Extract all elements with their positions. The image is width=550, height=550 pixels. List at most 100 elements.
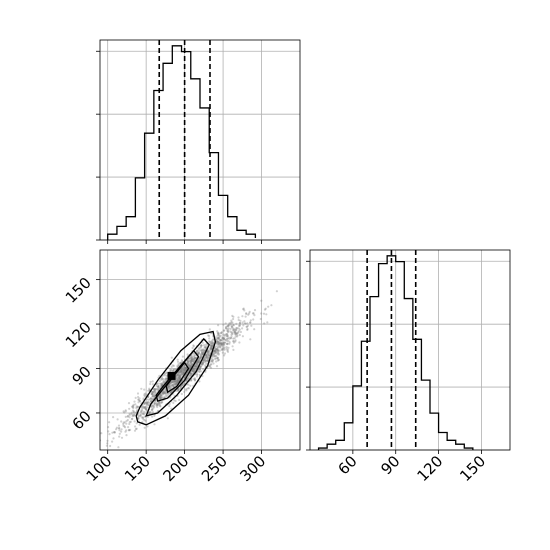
scatter-point — [228, 342, 231, 345]
scatter-point — [214, 348, 217, 351]
scatter-point — [82, 446, 84, 448]
scatter-point — [220, 344, 223, 347]
scatter-point — [229, 323, 232, 326]
scatter-point — [211, 358, 214, 361]
scatter-point — [192, 358, 195, 361]
scatter-point — [229, 327, 232, 330]
scatter-point — [226, 348, 229, 351]
scatter-point — [170, 383, 173, 386]
scatter-point — [205, 354, 208, 357]
scatter-point — [181, 371, 184, 374]
scatter-point — [250, 324, 253, 327]
scatter-point — [154, 391, 158, 395]
scatter-point — [223, 329, 226, 332]
scatter-point — [193, 355, 196, 358]
scatter-point — [211, 344, 214, 348]
scatter-point — [107, 430, 110, 433]
scatter-point — [205, 356, 208, 359]
scatter-point — [192, 360, 195, 363]
scatter-point — [127, 426, 130, 429]
scatter-point — [128, 412, 131, 415]
scatter-point — [232, 324, 235, 327]
scatter-point — [131, 405, 134, 408]
scatter-point — [238, 333, 241, 337]
scatter-point — [141, 416, 145, 419]
scatter-point — [132, 406, 135, 409]
scatter-point — [148, 398, 151, 401]
scatter-point — [180, 384, 183, 387]
scatter-point — [235, 327, 238, 330]
scatter-point — [109, 444, 112, 448]
scatter-point — [199, 365, 202, 368]
scatter-point — [180, 373, 183, 376]
scatter-point — [241, 315, 244, 318]
scatter-point — [227, 330, 230, 334]
scatter-point — [118, 427, 121, 430]
scatter-point — [163, 392, 167, 395]
scatter-point — [153, 403, 156, 406]
scatter-point — [123, 411, 126, 414]
scatter-point — [183, 369, 186, 372]
scatter-point — [206, 359, 209, 362]
scatter-point — [142, 406, 146, 409]
scatter-point — [123, 425, 126, 428]
scatter-point — [210, 345, 213, 348]
scatter-point — [229, 337, 233, 340]
scatter-point — [176, 381, 179, 384]
scatter-point — [150, 392, 153, 395]
scatter-point — [212, 351, 215, 354]
scatter-point — [213, 354, 216, 358]
scatter-point — [238, 328, 241, 331]
scatter-point — [173, 380, 176, 383]
scatter-point — [219, 334, 222, 337]
scatter-point — [143, 410, 146, 413]
scatter-point — [198, 358, 201, 361]
scatter-point — [142, 418, 145, 421]
scatter-point — [211, 353, 214, 356]
scatter-point — [87, 463, 89, 465]
scatter-point — [226, 350, 230, 353]
scatter-point — [213, 350, 216, 353]
scatter-point — [139, 413, 142, 416]
scatter-point — [164, 372, 167, 375]
scatter-point — [223, 348, 226, 351]
scatter-point — [111, 431, 114, 434]
scatter-point — [169, 382, 172, 385]
scatter-point — [221, 345, 224, 348]
scatter-point — [175, 375, 178, 378]
scatter-point — [226, 329, 229, 332]
scatter-point — [186, 361, 189, 364]
scatter-point — [234, 332, 237, 336]
scatter-point — [222, 341, 225, 344]
scatter-point — [189, 359, 192, 363]
scatter-point — [214, 350, 218, 353]
scatter-point — [180, 367, 183, 371]
scatter-point — [146, 402, 149, 405]
scatter-point — [193, 356, 196, 360]
scatter-point — [245, 325, 248, 328]
density-peak — [167, 371, 176, 380]
scatter-point — [182, 371, 185, 374]
scatter-point — [139, 414, 142, 417]
scatter-point — [164, 390, 167, 393]
histogram-x-panel — [96, 39, 301, 244]
scatter-point — [217, 352, 220, 355]
scatter-point — [154, 389, 157, 392]
scatter-point — [210, 346, 213, 349]
scatter-point — [220, 342, 223, 345]
scatter-point — [199, 345, 203, 348]
scatter-point — [226, 349, 229, 352]
scatter-point — [215, 349, 218, 352]
scatter-point — [161, 396, 164, 399]
scatter-point — [136, 406, 139, 409]
scatter-point — [212, 341, 215, 344]
scatter-point — [194, 356, 197, 359]
scatter-point — [201, 352, 204, 356]
scatter-point — [131, 409, 135, 412]
scatter-point — [168, 392, 171, 395]
scatter-point — [150, 397, 153, 400]
scatter-point — [118, 435, 121, 438]
scatter-point — [260, 299, 263, 302]
scatter-point — [154, 390, 157, 393]
sc-x-tick-label: 150 — [121, 452, 154, 485]
